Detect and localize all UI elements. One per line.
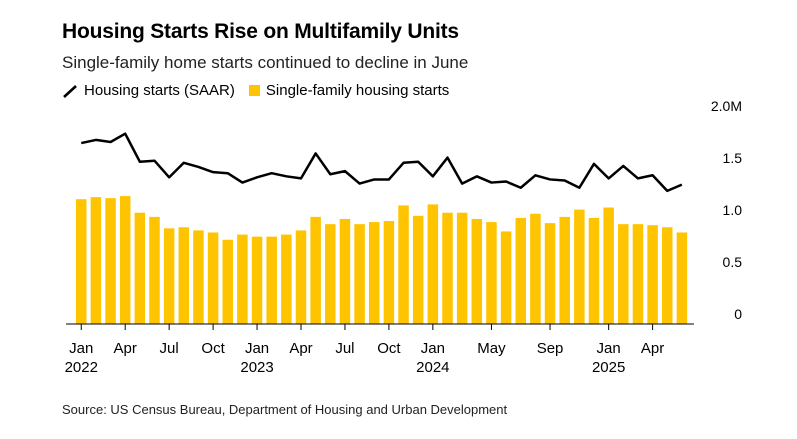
bar-2025-05	[662, 227, 673, 324]
bar-2023-08	[354, 224, 365, 324]
bar-series	[76, 196, 688, 324]
bar-2022-03	[105, 198, 116, 324]
bar-2022-07	[163, 228, 175, 324]
y-axis: 0 0.5 1.0 1.5 2.0M	[711, 98, 742, 322]
bar-2023-11	[398, 205, 409, 324]
y-tick-label: 0.5	[723, 254, 743, 270]
bar-2022-08	[178, 227, 190, 324]
chart-subtitle: Single-family home starts continued to d…	[62, 53, 469, 72]
bar-2024-03	[456, 212, 468, 324]
x-tick-label: Jan	[421, 340, 445, 357]
bar-2022-09	[193, 230, 204, 324]
bar-2024-09	[544, 223, 556, 324]
bar-2022-05	[134, 212, 146, 324]
bar-2023-05	[310, 216, 321, 324]
legend: Housing starts (SAAR) Single-family hous…	[62, 82, 463, 99]
x-tick-label: Sep	[537, 340, 564, 357]
bar-2022-06	[149, 216, 160, 324]
bar-2024-10	[559, 216, 570, 324]
bar-2024-12	[588, 217, 600, 324]
y-tick-label: 1.0	[723, 202, 743, 218]
x-tick-year-label: 2025	[592, 359, 625, 376]
bar-2024-11	[574, 209, 585, 324]
x-tick-label: Apr	[641, 340, 664, 357]
bar-2022-12	[237, 234, 248, 324]
bar-2024-07	[515, 217, 526, 324]
x-axis: Jan 2022 Apr Jul Oct Jan 2023 Apr Jul Oct Jan 2024 M…	[65, 324, 664, 376]
bar-2022-10	[207, 232, 219, 324]
x-tick-label: Oct	[377, 340, 401, 357]
legend-item-total: Housing starts (SAAR)	[62, 82, 235, 99]
y-tick-label: 0	[734, 306, 742, 322]
bar-2023-03	[281, 234, 292, 324]
legend-label-single-family: Single-family housing starts	[265, 82, 450, 99]
bar-2022-02	[90, 197, 102, 324]
y-tick-label: 1.5	[723, 150, 743, 166]
bar-2023-09	[369, 222, 380, 324]
chart-title: Housing Starts Rise on Multifamily Units	[62, 20, 459, 43]
x-tick-label: Jan	[597, 340, 621, 357]
bar-2023-12	[412, 215, 424, 324]
bar-2025-02	[618, 224, 629, 324]
x-tick-label: Apr	[114, 340, 137, 357]
x-tick-label: Jan	[69, 340, 93, 357]
x-tick-year-label: 2024	[416, 359, 449, 376]
bar-series-swatch	[248, 85, 260, 96]
bar-2024-06	[500, 231, 512, 324]
bar-2023-02	[266, 236, 277, 324]
bar-2024-04	[471, 218, 483, 324]
bar-2023-04	[295, 230, 307, 324]
bar-2024-08	[530, 213, 541, 324]
x-tick-label: May	[477, 340, 506, 357]
bar-2022-01	[76, 199, 87, 324]
bar-2025-06	[676, 232, 688, 324]
bar-2023-06	[325, 224, 336, 324]
bar-2023-07	[339, 218, 351, 324]
line-series-icon	[63, 84, 77, 98]
x-tick-label: Jul	[160, 340, 179, 357]
bar-2024-01	[427, 204, 439, 324]
x-tick-label: Apr	[289, 340, 312, 357]
bar-2022-11	[222, 239, 233, 324]
bar-2023-01	[251, 236, 263, 324]
legend-label-total: Housing starts (SAAR)	[84, 82, 235, 99]
bar-2024-05	[486, 222, 497, 324]
source-note: Source: US Census Bureau, Department of …	[62, 402, 508, 417]
x-tick-label: Jan	[245, 340, 269, 357]
bar-2023-10	[383, 221, 395, 324]
y-tick-label: 2.0M	[711, 98, 742, 114]
x-tick-label: Jul	[335, 340, 354, 357]
legend-item-single-family: Single-family housing starts	[248, 82, 450, 99]
x-tick-year-label: 2023	[240, 359, 273, 376]
x-tick-label: Oct	[201, 340, 225, 357]
bar-2025-04	[647, 225, 658, 324]
bar-2025-01	[603, 207, 614, 324]
bar-2022-04	[119, 196, 131, 324]
line-series	[80, 132, 683, 193]
bar-2025-03	[632, 224, 644, 324]
x-tick-year-label: 2022	[65, 359, 98, 376]
bar-2024-02	[442, 212, 453, 324]
